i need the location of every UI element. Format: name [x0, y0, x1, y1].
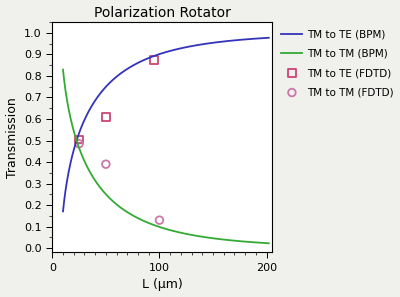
TM to TM (BPM) [225, 238, 230, 242]
TM to TM (BPM) [221, 238, 226, 241]
TM to TE (FDTD) [76, 137, 82, 142]
Legend: TM to TE (BPM), TM to TM (BPM), TM to TE (FDTD), TM to TM (FDTD): TM to TE (BPM), TM to TM (BPM), TM to TE… [280, 27, 396, 99]
TM to TM (BPM) [266, 241, 271, 245]
Line: TM to TM (BPM): TM to TM (BPM) [63, 70, 269, 243]
TM to TE (BPM) [151, 54, 156, 58]
TM to TE (FDTD) [151, 57, 157, 62]
X-axis label: L (μm): L (μm) [142, 279, 182, 291]
TM to TE (BPM) [266, 36, 271, 40]
TM to TM (BPM) [60, 68, 65, 72]
TM to TE (BPM) [82, 119, 86, 123]
TM to TE (BPM) [225, 39, 230, 43]
TM to TE (BPM) [221, 40, 226, 43]
Y-axis label: Transmission: Transmission [6, 97, 18, 178]
TM to TE (BPM) [60, 210, 65, 213]
TM to TE (BPM) [144, 57, 149, 61]
TM to TM (BPM) [202, 235, 207, 239]
TM to TE (BPM) [202, 42, 207, 46]
Line: TM to TE (BPM): TM to TE (BPM) [63, 38, 269, 211]
TM to TM (BPM) [82, 158, 86, 162]
TM to TM (FDTD) [103, 162, 109, 167]
TM to TM (BPM) [151, 223, 156, 227]
TM to TE (FDTD) [103, 114, 109, 119]
TM to TM (FDTD) [76, 141, 82, 146]
TM to TM (FDTD) [156, 218, 163, 222]
Title: Polarization Rotator: Polarization Rotator [94, 6, 230, 20]
TM to TM (BPM) [144, 220, 149, 224]
